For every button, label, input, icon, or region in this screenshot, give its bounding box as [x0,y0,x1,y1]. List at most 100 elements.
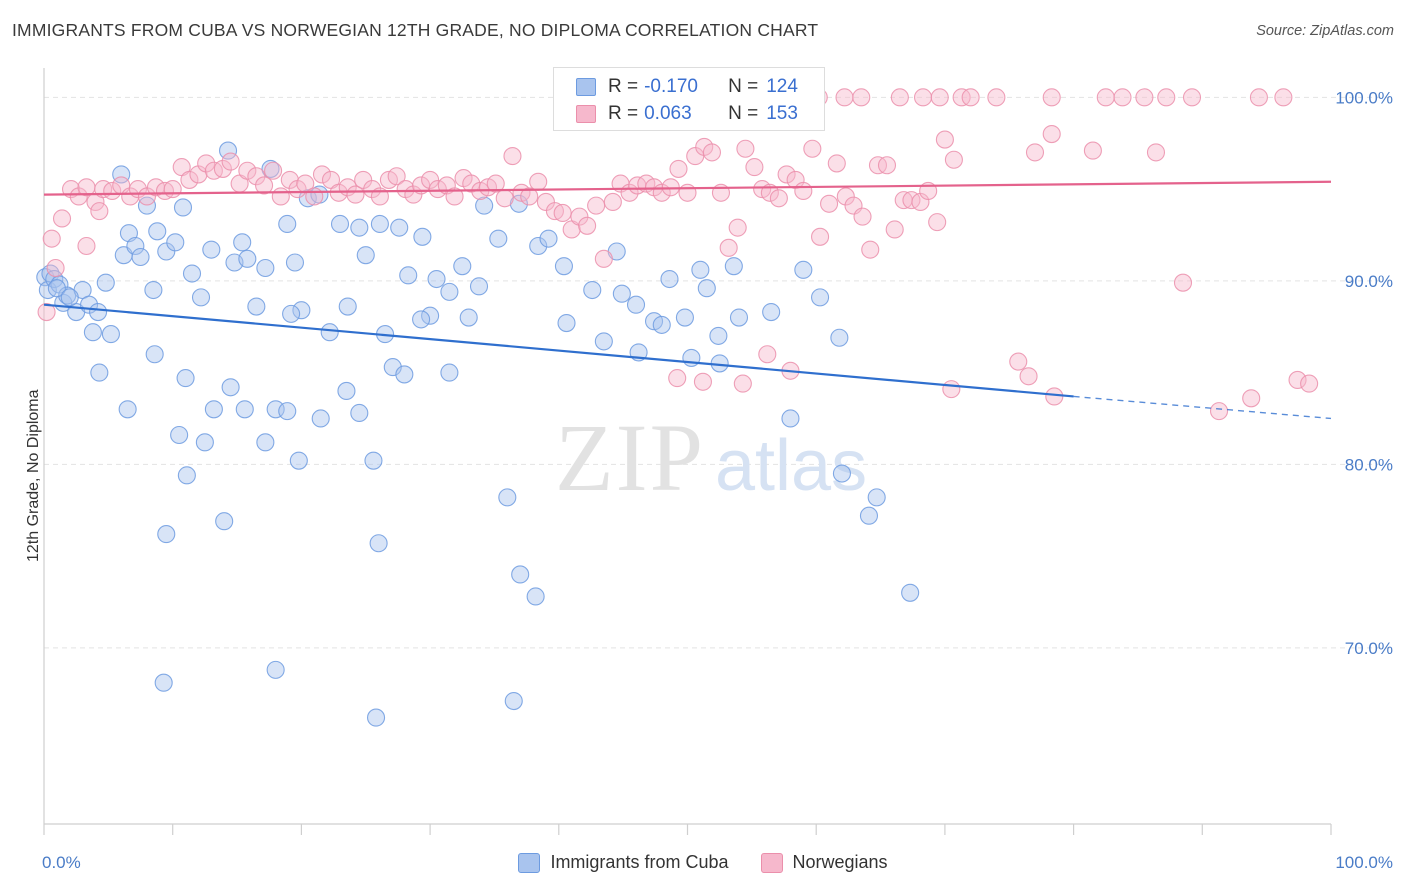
norwegians-point [728,218,747,237]
norwegians-point [213,159,232,178]
norwegians-point [733,374,752,393]
norwegians-point [180,170,199,189]
norwegians-point [46,258,65,278]
cuba-point [498,488,517,507]
norwegians-point [1173,273,1193,292]
norwegians-point [77,236,96,256]
cuba-point [278,214,297,234]
norwegians-point [1209,402,1229,421]
cuba-point [218,141,238,160]
cuba-point [177,466,196,485]
y-tick-label: 100.0% [1335,88,1393,107]
bottom-legend-swatch-cuba [518,852,541,873]
y-tick-label: 90.0% [1345,272,1393,291]
norwegians-point [570,207,589,226]
norwegians-point [1096,88,1115,107]
norwegians-point [428,180,447,199]
tick-labels: 100.0% 90.0% 80.0% 70.0% 0.0% 100.0% [42,88,1393,872]
norwegians-point [794,181,813,200]
norwegians-point [1083,141,1102,160]
cuba-point [399,266,418,285]
y-axis-label: 12th Grade, No Diploma [25,389,42,562]
cuba-point [266,660,285,679]
cuba-point [709,326,728,345]
norwegians-point [760,183,779,202]
cuba-point [660,269,679,289]
cuba-point [191,288,211,307]
cuba-point [366,708,386,727]
cuba-point [832,464,851,483]
cuba-point [395,365,414,384]
cuba-point [526,587,545,606]
norwegians-point [719,238,738,257]
norwegians-point [486,174,505,193]
series-cuba-points [36,141,920,727]
cuba-point [691,260,710,279]
cuba-point [148,222,167,241]
cuba-point [233,233,252,252]
cuba-point [89,302,108,322]
watermark-zip: ZIP [555,404,705,511]
norwegians-point [264,161,283,180]
cuba-point [652,315,671,334]
cuba-point [261,159,280,178]
cuba-point [320,323,339,342]
norwegians-point [942,380,961,399]
cuba-point [204,400,223,419]
cuba-trend-line [43,303,1074,398]
norwegians-point [37,302,56,322]
norwegians-point [204,161,223,180]
chart-title: IMMIGRANTS FROM CUBA VS NORWEGIAN 12TH G… [12,20,819,40]
bottom-legend-cuba: Immigrants from Cuba [518,852,729,873]
cuba-point [440,363,459,382]
bottom-legend-label-norwegians: Norwegians [792,852,888,872]
cuba-point [830,328,849,347]
bottom-legend-swatch-norwegians [760,852,783,873]
norwegians-point [1300,374,1319,393]
watermark-atlas: atlas [715,426,867,506]
legend-r-value-cuba: -0.170 [644,76,698,97]
norwegians-trend-line [43,180,1332,196]
cuba-point [489,229,508,248]
source-label: Source: ZipAtlas.com [1256,23,1394,39]
legend-row-cuba: R = -0.170 N = 124 [576,74,798,100]
cuba-point [337,381,356,401]
norwegians-point [529,172,548,191]
cuba-point [469,277,489,296]
cuba-point [369,534,388,553]
norwegians-point [777,165,796,184]
norwegians-point [238,161,257,180]
cuba-point [238,249,257,268]
norwegians-point [271,187,290,206]
norwegians-point [836,187,855,206]
cuba-point [412,310,431,329]
cuba-point [202,240,221,259]
norwegians-point [155,181,175,200]
norwegians-point [935,130,954,149]
cuba-point [509,194,528,213]
cuba-point [697,279,716,298]
norwegians-point [852,88,871,107]
cuba-point [459,308,478,327]
norwegians-point [913,88,933,107]
cuba-point [182,264,202,283]
cuba-point [729,308,749,327]
cuba-point [475,196,494,215]
norwegians-point [1242,389,1261,408]
norwegians-point [1157,88,1176,107]
cuba-point [427,269,446,289]
cuba-point [289,451,308,470]
legend-n-label: N = [728,76,759,97]
cuba-point [256,258,275,278]
cuba-point [170,425,189,445]
cuba-point [285,253,305,272]
norwegians-point [1135,88,1154,107]
norwegians-point [930,88,949,107]
cuba-point [421,306,440,325]
norwegians-point [587,196,606,215]
series-norwegians-points [37,88,1319,421]
norwegians-point [221,152,240,171]
legend-n-value-cuba: 124 [766,76,798,97]
bottom-legend: Immigrants from Cuba Norwegians [0,852,1406,873]
norwegians-point [103,181,122,200]
